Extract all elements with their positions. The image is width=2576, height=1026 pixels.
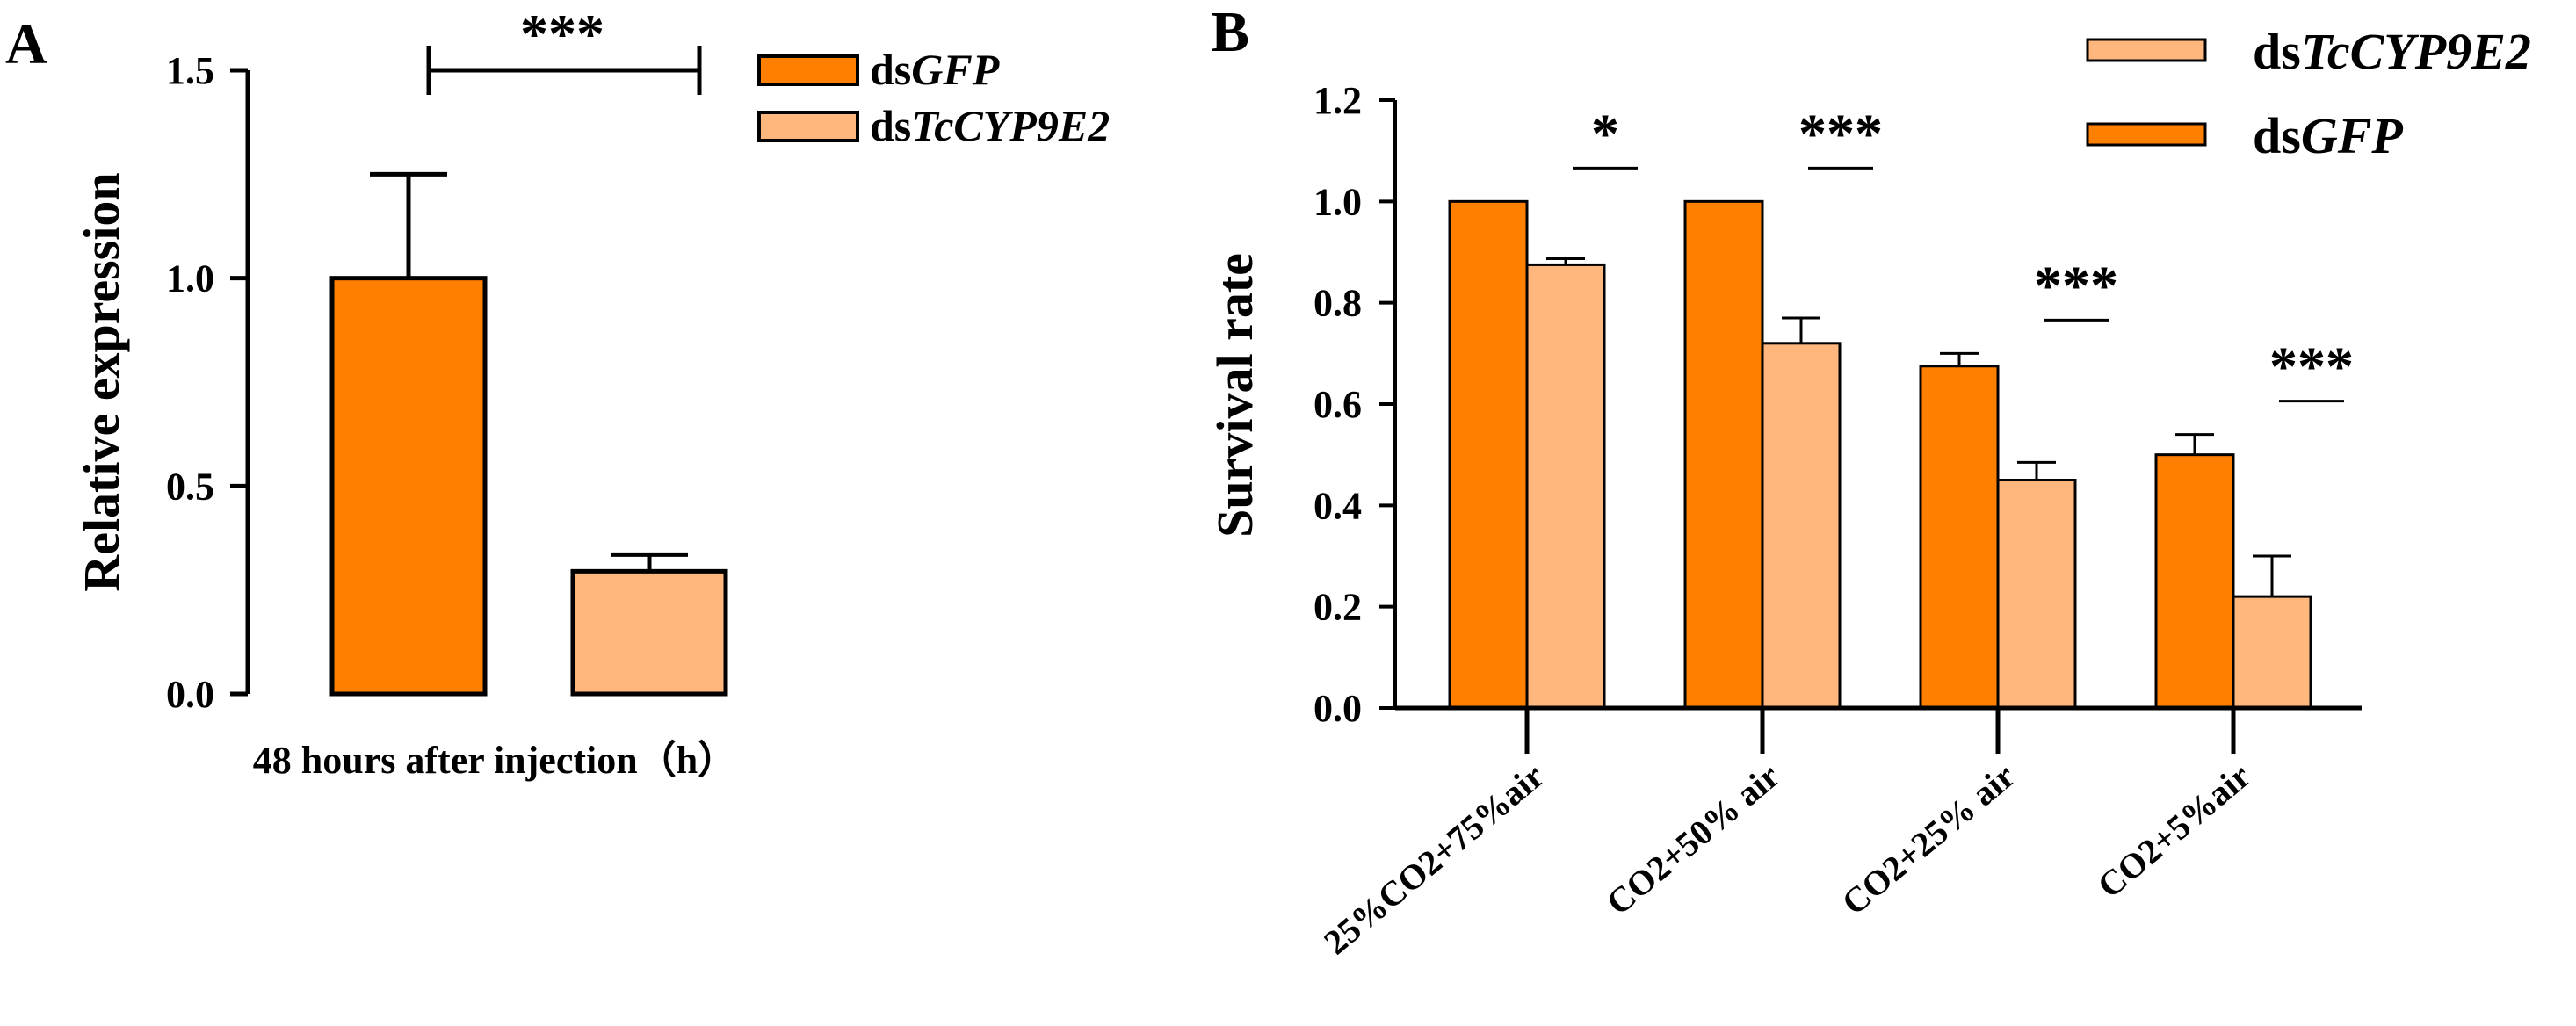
panel-b-bar — [1683, 199, 1764, 710]
legend-b-swatch-tccyp9e2 — [2086, 38, 2207, 62]
panel-b-bar — [1448, 199, 1529, 710]
panel-a-legend: dsGFP dsTcCYP9E2 — [757, 45, 1110, 150]
panel-b-legend: dsTcCYP9E2 dsGFP — [2086, 23, 2531, 164]
legend-b-label-gfp-prefix: ds — [2253, 107, 2301, 164]
panel-b-y-tick-label: 0.2 — [1313, 586, 1362, 629]
panel-b-y-tick-label: 0.0 — [1313, 687, 1362, 730]
panel-a: A 0.0 0.5 1.0 1.5 Relative expression 48 ho… — [5, 3, 1110, 782]
panel-a-bar — [570, 568, 728, 697]
panel-a-y-tick-label: 0.0 — [166, 673, 214, 716]
panel-b-bars — [1448, 199, 2312, 710]
panel-b-bar — [1761, 342, 1842, 710]
legend-a-label-tccyp9e2-prefix: ds — [870, 101, 911, 150]
legend-a-swatch-tccyp9e2 — [757, 111, 859, 142]
panel-a-bar — [329, 276, 488, 697]
legend-a-label-gfp-prefix: ds — [870, 45, 911, 94]
panel-a-label: A — [5, 12, 47, 76]
panel-a-y-axis-title: Relative expression — [73, 172, 130, 591]
legend-a-swatch-gfp — [757, 54, 859, 86]
legend-a-label-tccyp9e2: dsTcCYP9E2 — [870, 101, 1110, 150]
panel-a-y-tick-label: 0.5 — [166, 465, 214, 508]
panel-b: B 0.0 0.2 0.4 0.6 0.8 1.0 1.2 25%CO2+75%air CO2… — [1206, 0, 2531, 962]
panel-b-x-tick-label: CO2+5%air — [2090, 755, 2258, 906]
panel-a-y-tick-label: 1.0 — [166, 257, 214, 300]
panel-b-bar — [1919, 365, 2000, 710]
panel-b-y-tick-label: 0.4 — [1313, 484, 1362, 527]
panel-b-bar — [2154, 453, 2235, 710]
panel-a-x-axis-title: 48 hours after injection（h） — [253, 739, 736, 782]
panel-b-bar — [2232, 595, 2312, 710]
panel-a-significance: *** — [426, 3, 702, 95]
panel-b-y-axis-title: Survival rate — [1206, 253, 1263, 538]
panel-b-sig-label: * — [1591, 102, 1619, 164]
panel-b-x-ticks: 25%CO2+75%air CO2+50% air CO2+25% air CO2+5… — [1316, 708, 2258, 962]
legend-b-swatch-gfp — [2086, 122, 2207, 147]
panel-b-x-tick-label: 25%CO2+75%air — [1316, 755, 1552, 962]
legend-b-label-tccyp9e2-italic: TcCYP9E2 — [2301, 23, 2531, 80]
panel-a-bars — [329, 171, 728, 697]
legend-a-label-tccyp9e2-italic: TcCYP9E2 — [911, 101, 1110, 150]
legend-b-label-gfp: dsGFP — [2253, 107, 2403, 164]
panel-b-sig-label: *** — [1798, 102, 1883, 164]
panel-a-y-ticks: 0.0 0.5 1.0 1.5 — [166, 49, 248, 716]
legend-a-label-gfp: dsGFP — [870, 45, 1000, 94]
panel-a-y-tick-label: 1.5 — [166, 49, 214, 92]
legend-a-label-gfp-italic: GFP — [911, 45, 999, 94]
legend-b-label-gfp-italic: GFP — [2301, 107, 2404, 164]
panel-b-bar — [1996, 479, 2077, 710]
panel-a-sig-label: *** — [520, 3, 604, 65]
panel-b-significance: * ********* — [1573, 102, 2354, 403]
panel-b-x-tick-label: CO2+50% air — [1599, 755, 1787, 922]
panel-b-bar — [1525, 263, 1606, 710]
panel-b-y-tick-label: 0.6 — [1313, 383, 1362, 426]
legend-b-label-tccyp9e2: dsTcCYP9E2 — [2253, 23, 2531, 80]
panel-b-y-ticks: 0.0 0.2 0.4 0.6 0.8 1.0 1.2 — [1313, 79, 1395, 730]
panel-b-y-tick-label: 1.2 — [1313, 79, 1362, 122]
panel-b-sig-label: *** — [2034, 254, 2118, 316]
panel-b-y-tick-label: 0.8 — [1313, 282, 1362, 325]
legend-b-label-tccyp9e2-prefix: ds — [2253, 23, 2301, 80]
panel-b-label: B — [1211, 0, 1249, 64]
panel-b-y-tick-label: 1.0 — [1313, 180, 1362, 223]
panel-b-sig-label: *** — [2269, 336, 2354, 398]
panel-b-x-tick-label: CO2+25% air — [1834, 755, 2022, 922]
